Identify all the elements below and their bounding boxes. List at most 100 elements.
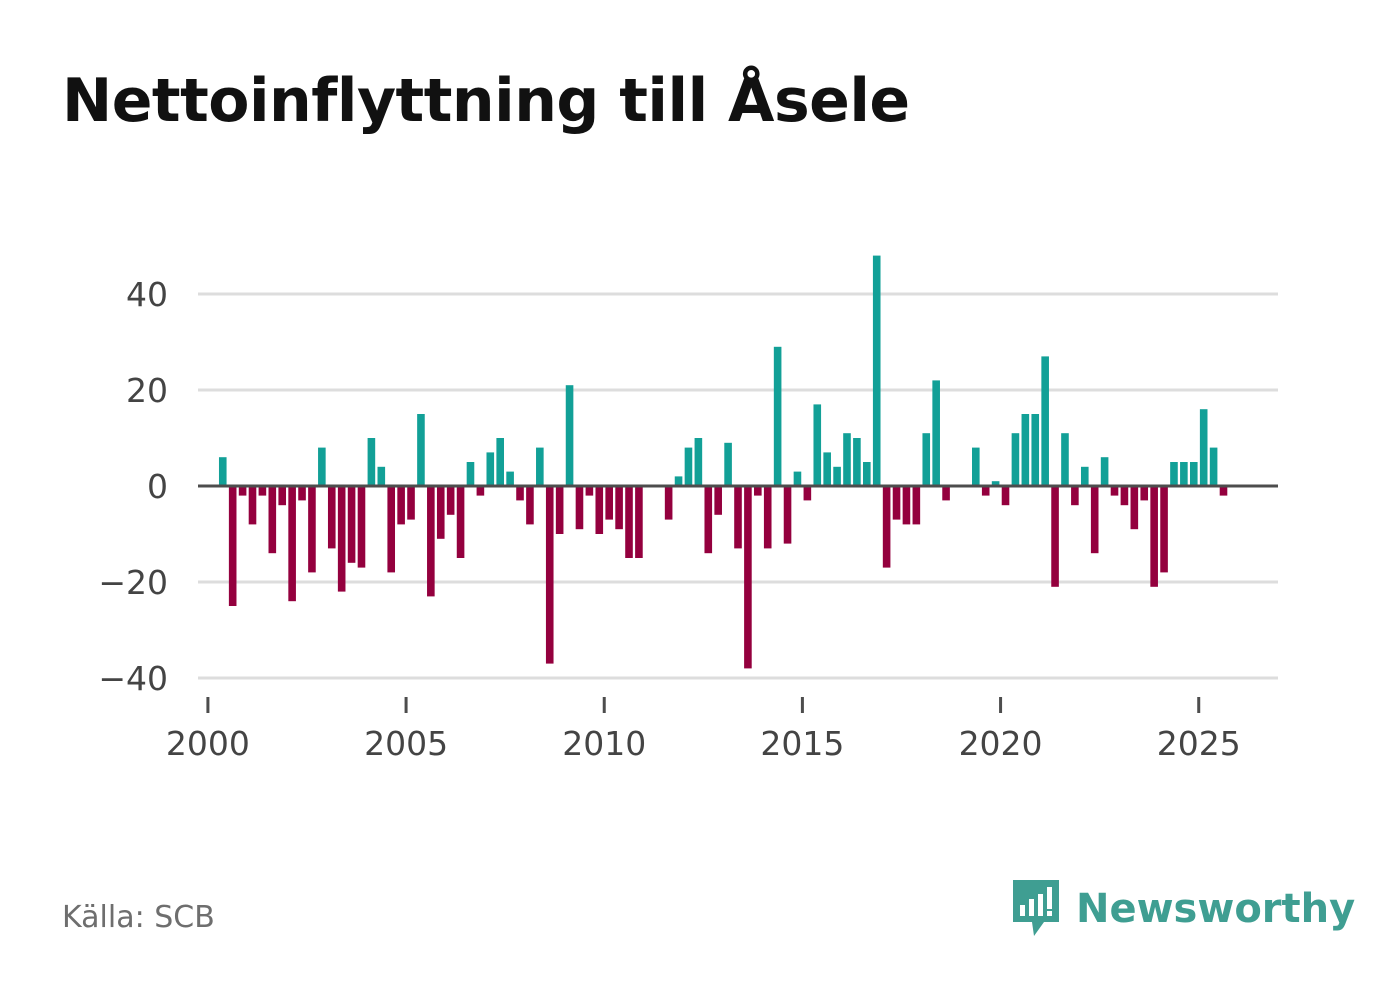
bar xyxy=(575,486,584,530)
bar xyxy=(516,486,524,501)
bar xyxy=(1219,486,1228,496)
bar xyxy=(238,486,247,496)
bar xyxy=(367,438,376,486)
bar xyxy=(387,486,396,573)
newsworthy-logo-icon xyxy=(1013,880,1059,936)
bar xyxy=(1021,414,1030,486)
bar xyxy=(1041,356,1049,486)
bar xyxy=(1209,447,1218,486)
bar xyxy=(872,255,881,486)
bar xyxy=(427,486,435,597)
bar xyxy=(456,486,465,558)
bar xyxy=(714,486,722,515)
bar xyxy=(526,486,534,525)
x-tick-label: 2025 xyxy=(1157,724,1241,763)
bar xyxy=(298,486,306,501)
bar xyxy=(288,486,296,602)
bar xyxy=(833,466,841,486)
bar xyxy=(694,438,703,486)
y-tick-label: 40 xyxy=(126,275,168,314)
bar xyxy=(1160,486,1168,573)
x-tick-label: 2020 xyxy=(959,724,1043,763)
bar xyxy=(1011,433,1020,486)
bar xyxy=(1080,466,1089,486)
bar xyxy=(565,385,574,486)
y-tick-label: −40 xyxy=(98,659,168,698)
bar xyxy=(545,486,554,664)
bar xyxy=(486,452,495,486)
x-tick-label: 2005 xyxy=(364,724,448,763)
bar xyxy=(625,486,633,558)
chart-title: Nettoinflyttning till Åsele xyxy=(62,66,910,136)
bar xyxy=(278,486,287,506)
bar xyxy=(981,486,990,496)
bar xyxy=(555,486,564,534)
bar xyxy=(882,486,891,568)
bar xyxy=(853,438,861,486)
bar xyxy=(228,486,237,606)
bar xyxy=(843,433,851,486)
y-tick-label: −20 xyxy=(98,563,168,602)
bar xyxy=(397,486,405,525)
bar xyxy=(763,486,772,549)
bar xyxy=(912,486,921,525)
x-tick-label: 2000 xyxy=(166,724,250,763)
bar xyxy=(377,466,386,486)
bar xyxy=(318,447,326,486)
bar xyxy=(823,452,831,486)
bar xyxy=(218,457,227,486)
y-tick-label: 0 xyxy=(147,467,168,506)
bar xyxy=(724,442,732,486)
grid-lines xyxy=(198,292,1278,680)
brand-name: Newsworthy xyxy=(1076,886,1356,932)
bar xyxy=(268,486,277,554)
bar xyxy=(704,486,713,554)
x-tick-label: 2015 xyxy=(760,724,844,763)
bar xyxy=(258,486,267,496)
bar xyxy=(1051,486,1059,587)
bar xyxy=(744,486,752,669)
bar xyxy=(496,438,504,486)
bar xyxy=(664,486,673,520)
bar xyxy=(972,447,980,486)
bar xyxy=(793,471,802,486)
bar xyxy=(863,462,871,486)
bar xyxy=(466,462,475,486)
bar xyxy=(734,486,742,549)
bar xyxy=(1140,486,1149,501)
bar xyxy=(248,486,257,525)
y-tick-label: 20 xyxy=(126,371,168,410)
bar xyxy=(991,481,1000,486)
bar xyxy=(1199,409,1208,486)
bar xyxy=(1001,486,1010,506)
bar xyxy=(1061,433,1069,486)
bar xyxy=(674,476,683,486)
bar xyxy=(506,471,514,486)
bar xyxy=(635,486,643,558)
x-tick-label: 2010 xyxy=(562,724,646,763)
bar xyxy=(803,486,812,501)
bar xyxy=(1150,486,1158,587)
bar xyxy=(783,486,792,544)
bar xyxy=(902,486,911,525)
bar xyxy=(892,486,901,520)
bars xyxy=(218,255,1228,669)
bar xyxy=(407,486,415,520)
bar xyxy=(585,486,594,496)
bar xyxy=(942,486,950,501)
axes: 40 20 0 −20 −40 2000 2005 2010 2015 2020 2025 xyxy=(98,275,1278,763)
brand-logo[interactable]: Newsworthy xyxy=(1010,878,1355,940)
bar xyxy=(595,486,604,534)
bar xyxy=(1071,486,1079,506)
bar xyxy=(327,486,336,549)
bar xyxy=(1180,462,1188,486)
bar xyxy=(536,447,544,486)
source-label: Källa: SCB xyxy=(62,900,215,935)
bar xyxy=(357,486,366,568)
bar xyxy=(754,486,762,496)
bar xyxy=(813,404,822,486)
bar xyxy=(347,486,356,563)
bar xyxy=(476,486,485,496)
bar xyxy=(308,486,316,573)
